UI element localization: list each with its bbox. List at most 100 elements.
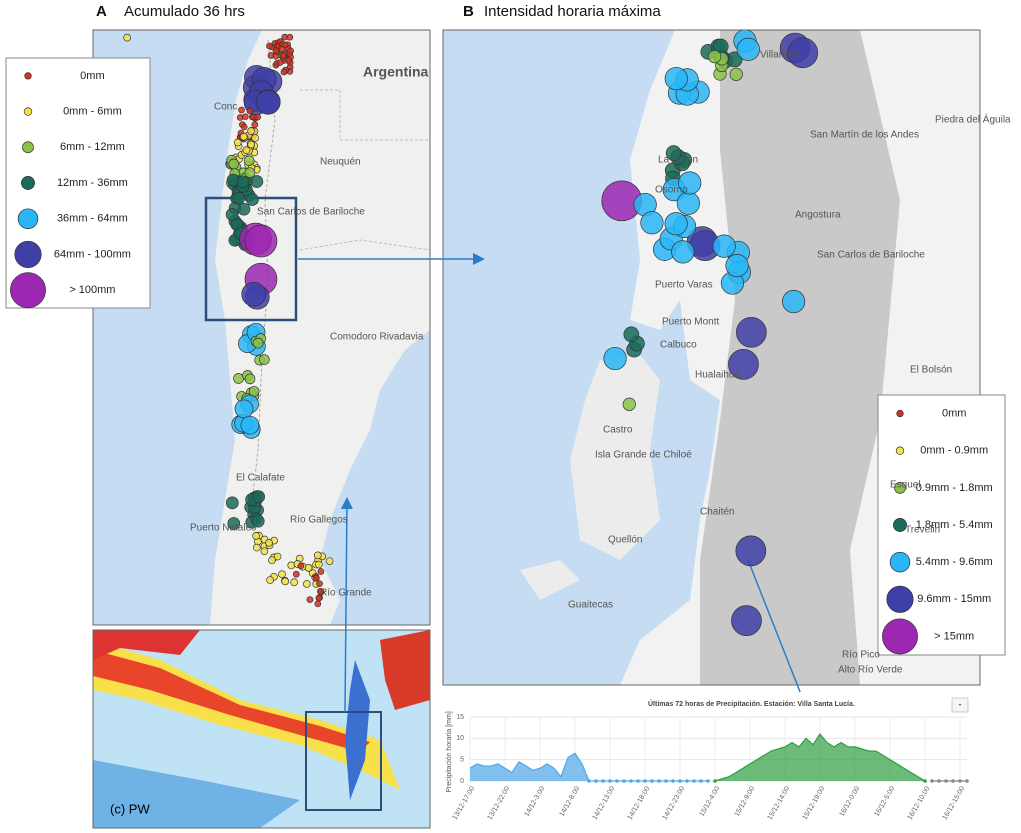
place-name: Trevelin: [905, 525, 940, 536]
station-marker: [304, 563, 313, 572]
station-marker: [273, 552, 282, 561]
place-name: Angostura: [795, 210, 841, 221]
place-name: San Martín de los Andes: [810, 130, 919, 141]
station-marker: [678, 171, 702, 195]
legend-swatch: [886, 585, 914, 613]
station-marker: [603, 346, 627, 371]
map-a-frame: [92, 29, 431, 626]
place-name: Conc: [214, 102, 237, 113]
station-marker: [265, 538, 273, 547]
legend-swatch: [24, 72, 32, 80]
legend-label: 5.4mm - 9.6mm: [916, 556, 993, 568]
panel-title: Acumulado 36 hrs: [124, 3, 245, 20]
place-name: Alto Río Verde: [838, 665, 903, 676]
pw-box: [305, 711, 382, 811]
station-marker: [240, 123, 248, 131]
station-marker: [238, 106, 245, 114]
point: [671, 779, 675, 783]
station-marker: [729, 67, 743, 81]
station-marker: [225, 496, 239, 510]
point: [965, 779, 969, 783]
station-marker: [247, 140, 256, 149]
place-name: Puerto Varas: [655, 280, 713, 291]
panel-letter: B: [463, 3, 474, 20]
station-marker: [313, 574, 320, 582]
point: [678, 779, 682, 783]
station-marker: [325, 557, 334, 566]
point: [944, 779, 948, 783]
station-marker: [237, 202, 251, 216]
station-marker: [725, 253, 749, 278]
station-marker: [712, 234, 736, 258]
station-marker: [302, 580, 311, 588]
station-marker: [664, 212, 688, 236]
point: [664, 779, 668, 783]
point: [699, 779, 703, 783]
legend-label: 9.6mm - 15mm: [917, 593, 991, 605]
legend-label: 0mm: [80, 70, 104, 82]
station-marker: [225, 208, 239, 221]
station-marker: [708, 49, 722, 64]
point: [587, 779, 591, 783]
station-marker: [731, 605, 762, 636]
pw-map: [93, 630, 430, 828]
station-marker: [258, 354, 270, 365]
station-marker: [287, 47, 294, 55]
station-marker: [252, 490, 265, 504]
station-marker: [736, 316, 767, 348]
place-name: Osorno: [655, 185, 688, 196]
point: [923, 779, 927, 783]
station-marker: [278, 45, 286, 53]
chart-button-label[interactable]: -: [959, 699, 962, 709]
place-name: Piedra del Águila: [935, 113, 1011, 126]
station-markers: [601, 30, 819, 636]
station-marker: [252, 532, 260, 540]
station-marker: [244, 373, 256, 385]
station-marker: [250, 175, 264, 188]
legend-label: 0.9mm - 1.8mm: [916, 482, 993, 494]
station-marker: [640, 211, 664, 235]
pw-frame: [92, 629, 431, 829]
place-name: Puerto Natales: [190, 523, 256, 534]
station-marker: [254, 113, 261, 121]
station-marker: [236, 175, 250, 189]
point: [958, 779, 962, 783]
station-marker: [313, 551, 322, 560]
place-name: Villarrica: [760, 50, 799, 61]
station-marker: [227, 517, 241, 530]
place-name: Hualaihué: [695, 370, 740, 381]
station-marker: [244, 224, 278, 258]
legend-swatch: [882, 618, 918, 655]
legend-label: 64mm - 100mm: [54, 248, 131, 260]
legend-swatch: [21, 176, 35, 190]
station-marker: [276, 59, 284, 66]
legend-label: 0mm - 6mm: [63, 105, 122, 117]
station-marker: [278, 570, 286, 579]
point: [937, 779, 941, 783]
point: [636, 779, 640, 783]
station-marker: [622, 397, 636, 411]
legend-label: 0mm: [942, 407, 966, 419]
station-marker: [665, 145, 682, 161]
point: [650, 779, 654, 783]
station-marker: [272, 47, 280, 55]
chart-button[interactable]: [951, 697, 969, 713]
station-marker: [243, 155, 255, 167]
map-b-frame: [442, 29, 981, 686]
station-marker: [233, 138, 242, 147]
station-marker: [268, 556, 276, 565]
station-marker: [316, 580, 323, 588]
y-tick-label: 5: [460, 757, 464, 764]
legend-label: > 15mm: [934, 630, 974, 642]
station-marker: [315, 594, 323, 602]
point: [608, 779, 612, 783]
station-marker: [287, 561, 296, 570]
place-name: Puerto Montt: [662, 317, 719, 328]
legend-swatch: [889, 551, 911, 573]
line: [714, 733, 926, 782]
station-marker: [292, 570, 300, 578]
place-name: Calbuco: [660, 340, 697, 351]
station-marker: [787, 37, 819, 69]
station-marker: [251, 121, 259, 129]
